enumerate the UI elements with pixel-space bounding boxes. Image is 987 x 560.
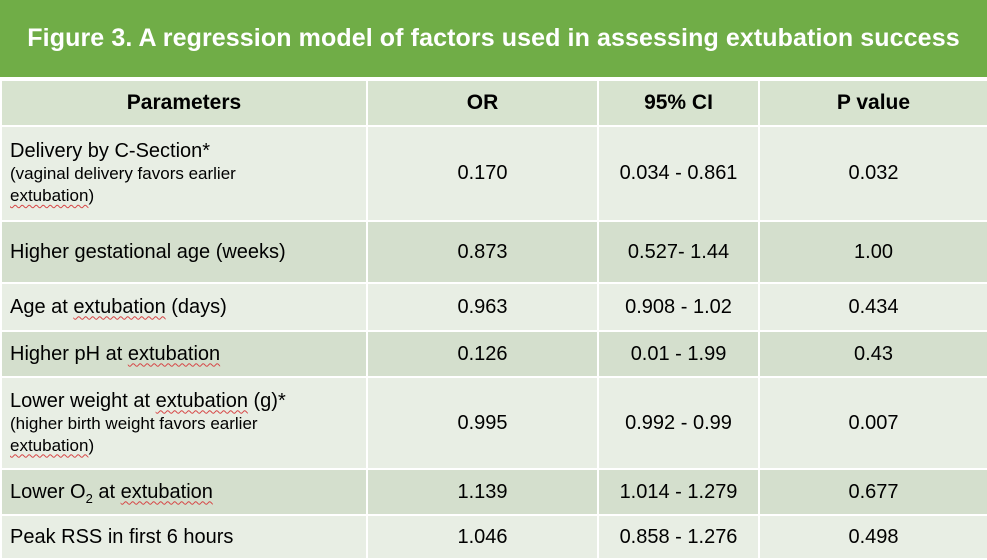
note-term: extubation <box>10 186 89 205</box>
param-cell: Higher pH at extubation <box>0 330 368 378</box>
or-cell: 0.126 <box>366 330 599 378</box>
note-close: ) <box>88 435 95 455</box>
ci-cell: 0.908 - 1.02 <box>597 282 760 332</box>
param-text: at <box>92 480 121 503</box>
table-row: Higher gestational age (weeks) 0.873 0.5… <box>0 220 987 284</box>
table-row: Peak RSS in first 6 hours 1.046 0.858 - … <box>0 514 987 560</box>
param-text: (days) <box>165 295 227 318</box>
table-row: Age at extubation (days) 0.963 0.908 - 1… <box>0 282 987 332</box>
p-value-cell: 0.677 <box>758 468 987 516</box>
p-value-cell: 0.032 <box>758 125 987 222</box>
note-text: (higher birth weight favors earlier <box>10 413 258 433</box>
param-text: Lower weight at <box>10 389 156 412</box>
note-text: (vaginal delivery favors earlier <box>10 164 236 183</box>
p-value-cell: 0.434 <box>758 282 987 332</box>
param-cell: Lower O2 at extubation <box>0 468 368 516</box>
subscript: 2 <box>85 490 93 506</box>
ci-cell: 1.014 - 1.279 <box>597 468 760 516</box>
regression-table: Parameters OR 95% CI P value Delivery by… <box>0 79 987 560</box>
or-cell: 0.963 <box>366 282 599 332</box>
param-cell: Peak RSS in first 6 hours <box>0 514 368 560</box>
param-cell: Delivery by C-Section* (vaginal delivery… <box>0 125 368 222</box>
param-text: Higher pH at <box>10 342 128 365</box>
p-value-cell: 1.00 <box>758 220 987 284</box>
param-text: Lower O <box>10 480 86 503</box>
param-note: (higher birth weight favors earlier extub… <box>10 413 366 457</box>
param-text: Age at <box>10 295 74 318</box>
table-row: Delivery by C-Section* (vaginal delivery… <box>0 125 987 222</box>
or-cell: 0.873 <box>366 220 599 284</box>
param-text: (g)* <box>247 389 286 412</box>
param-term: extubation <box>120 480 213 503</box>
p-value-cell: 0.43 <box>758 330 987 378</box>
or-cell: 1.046 <box>366 514 599 560</box>
header-parameters: Parameters <box>0 79 368 127</box>
param-cell: Age at extubation (days) <box>0 282 368 332</box>
p-value-cell: 0.498 <box>758 514 987 560</box>
ci-cell: 0.01 - 1.99 <box>597 330 760 378</box>
table-row: Lower O2 at extubation 1.139 1.014 - 1.2… <box>0 468 987 516</box>
param-term: extubation <box>155 389 248 412</box>
note-term: extubation <box>10 435 89 455</box>
param-label: Delivery by C-Section* <box>10 140 211 162</box>
ci-cell: 0.992 - 0.99 <box>597 376 760 470</box>
header-p-value: P value <box>758 79 987 127</box>
table-row: Higher pH at extubation 0.126 0.01 - 1.9… <box>0 330 987 378</box>
param-term: extubation <box>73 295 166 318</box>
param-label: Lower weight at extubation (g)* <box>10 390 366 413</box>
or-cell: 1.139 <box>366 468 599 516</box>
p-value-cell: 0.007 <box>758 376 987 470</box>
table-row: Lower weight at extubation (g)* (higher … <box>0 376 987 470</box>
note-close: ) <box>88 186 95 205</box>
header-or: OR <box>366 79 599 127</box>
or-cell: 0.995 <box>366 376 599 470</box>
header-ci: 95% CI <box>597 79 760 127</box>
param-cell: Higher gestational age (weeks) <box>0 220 368 284</box>
param-note: (vaginal delivery favors earlier extubati… <box>10 163 366 207</box>
ci-cell: 0.858 - 1.276 <box>597 514 760 560</box>
ci-cell: 0.034 - 0.861 <box>597 125 760 222</box>
param-cell: Lower weight at extubation (g)* (higher … <box>0 376 368 470</box>
figure-title: Figure 3. A regression model of factors … <box>0 0 987 79</box>
param-term: extubation <box>127 342 221 365</box>
or-cell: 0.170 <box>366 125 599 222</box>
ci-cell: 0.527- 1.44 <box>597 220 760 284</box>
table-header-row: Parameters OR 95% CI P value <box>0 79 987 127</box>
